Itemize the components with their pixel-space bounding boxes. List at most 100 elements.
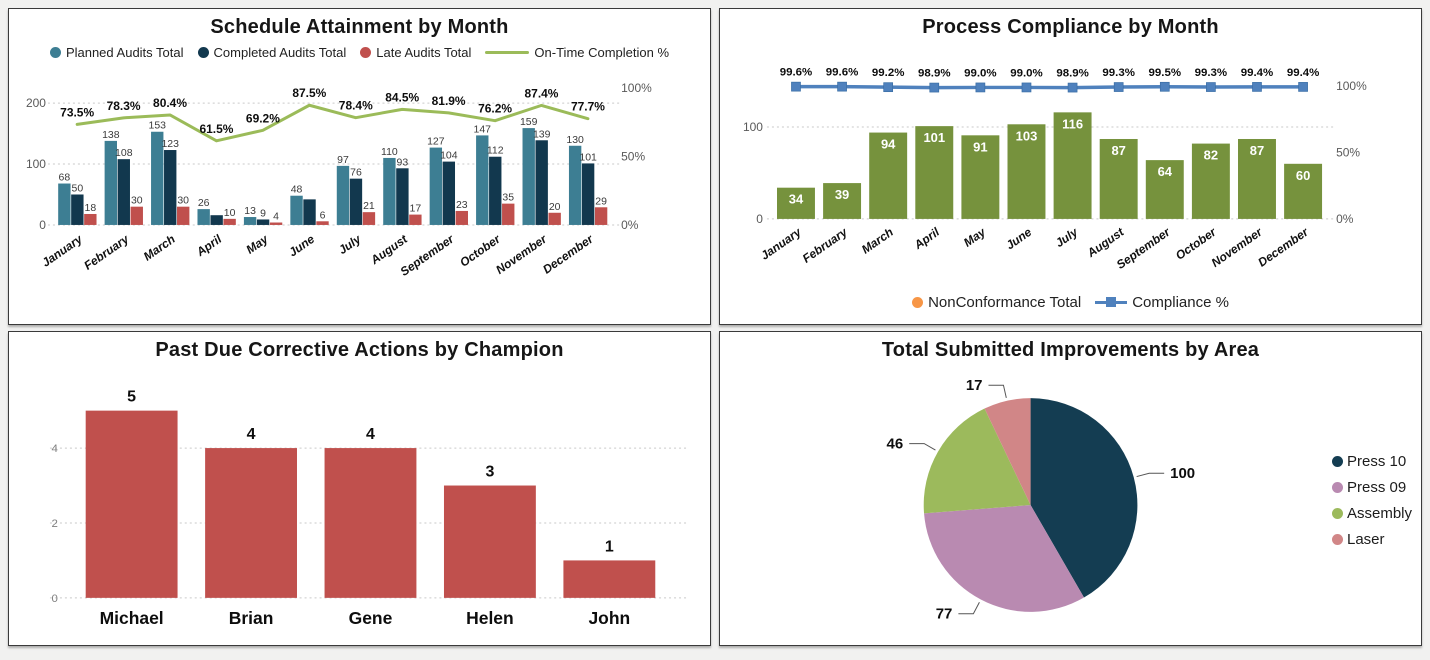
bar[interactable] (915, 126, 954, 219)
line-marker[interactable] (1113, 82, 1124, 92)
line-marker[interactable] (1206, 82, 1216, 92)
bar[interactable] (1191, 143, 1230, 219)
trend-line[interactable] (795, 84, 1304, 90)
bar[interactable] (869, 132, 908, 219)
bar[interactable] (476, 135, 489, 225)
bar[interactable] (290, 195, 303, 225)
bar[interactable] (151, 131, 164, 225)
line-marker[interactable] (1298, 82, 1308, 92)
pie-slice-laser[interactable] (984, 398, 1031, 505)
bar[interactable] (522, 128, 535, 225)
slice-value-label: 77 (936, 606, 953, 623)
bar[interactable] (256, 219, 270, 225)
bar-value-label: 97 (337, 155, 349, 166)
bar[interactable] (58, 183, 71, 225)
bar[interactable] (443, 485, 536, 598)
line-marker[interactable] (791, 81, 801, 92)
legend-label: On-Time Completion % (534, 44, 670, 60)
bar[interactable] (1053, 112, 1092, 219)
line-marker[interactable] (837, 81, 847, 92)
bar[interactable] (324, 448, 417, 598)
category-label: February (81, 231, 132, 273)
pie-slice-assembly[interactable] (923, 408, 1031, 514)
bar-value-label: 1 (605, 538, 614, 555)
bar[interactable] (961, 135, 1000, 219)
bar-value-label: 4 (247, 426, 256, 443)
legend-dot-icon (1332, 482, 1343, 493)
bar[interactable] (548, 212, 561, 225)
legend-item[interactable]: Late Audits Total (360, 45, 471, 60)
bar[interactable] (563, 560, 656, 598)
bar[interactable] (205, 448, 297, 598)
bar[interactable] (1145, 160, 1184, 219)
bar[interactable] (223, 218, 236, 225)
bar[interactable] (581, 163, 595, 225)
legend-item[interactable]: Press 09 (1332, 479, 1412, 496)
bar[interactable] (177, 206, 190, 225)
legend-item[interactable]: NonConformance Total (912, 294, 1081, 311)
bar[interactable] (396, 168, 409, 225)
pie-slice-press-09[interactable] (924, 504, 1084, 612)
bar[interactable] (243, 217, 257, 225)
line-marker[interactable] (1067, 82, 1078, 93)
legend-dot-icon (1332, 508, 1343, 519)
legend-item[interactable]: Assembly (1332, 505, 1412, 522)
bar[interactable] (84, 213, 97, 225)
bar[interactable] (777, 187, 815, 219)
bar[interactable] (1284, 163, 1323, 219)
bar[interactable] (210, 215, 223, 225)
bar[interactable] (117, 159, 130, 225)
bar[interactable] (197, 209, 210, 225)
bar[interactable] (568, 145, 582, 225)
bar[interactable] (130, 206, 143, 225)
bar[interactable] (1099, 138, 1138, 219)
bar[interactable] (336, 165, 350, 225)
legend-item[interactable]: Compliance % (1095, 294, 1229, 311)
bar-value-label: 112 (487, 146, 504, 157)
legend-item[interactable]: Completed Audits Total (197, 45, 346, 60)
bar[interactable] (429, 147, 443, 225)
bar[interactable] (535, 140, 548, 225)
bar[interactable] (383, 157, 396, 225)
legend-item[interactable]: Press 10 (1332, 453, 1412, 470)
bar[interactable] (1007, 124, 1046, 219)
line-marker[interactable] (929, 82, 940, 93)
percent-label: 73.5% (60, 105, 94, 119)
bar[interactable] (362, 212, 376, 225)
bar[interactable] (1238, 138, 1276, 219)
bar-value-label: 159 (520, 117, 538, 128)
bar[interactable] (303, 199, 316, 225)
line-marker[interactable] (1021, 82, 1032, 93)
category-label: May (243, 231, 271, 257)
line-marker[interactable] (1159, 81, 1170, 92)
bar[interactable] (502, 203, 515, 225)
line-marker[interactable] (975, 82, 986, 93)
bar[interactable] (316, 221, 329, 225)
callout-line (1136, 472, 1165, 478)
legend: Press 10 Press 09 Assembly Laser (1332, 453, 1412, 548)
bar-value-label: 35 (502, 193, 514, 204)
axis-tick-label: 0% (621, 218, 639, 232)
bar[interactable] (85, 410, 178, 598)
bar[interactable] (489, 156, 502, 225)
line-marker[interactable] (883, 82, 894, 93)
bar[interactable] (442, 161, 456, 225)
bar[interactable] (455, 210, 468, 225)
bar[interactable] (164, 150, 177, 225)
legend-item[interactable]: Planned Audits Total (49, 45, 184, 60)
bar[interactable] (823, 183, 862, 219)
trend-line[interactable] (75, 103, 590, 143)
legend-item[interactable]: Laser (1332, 531, 1412, 548)
bar[interactable] (71, 194, 84, 225)
bar-value-label: 10 (224, 208, 236, 219)
bar-value-label: 103 (1016, 128, 1038, 143)
pie-slice-press-10[interactable] (1030, 398, 1138, 598)
line-marker[interactable] (1252, 82, 1262, 92)
bar[interactable] (104, 140, 117, 225)
legend-item[interactable]: On-Time Completion % (485, 45, 669, 60)
bar[interactable] (594, 207, 608, 225)
bar[interactable] (409, 214, 422, 225)
slice-value-label: 17 (966, 377, 983, 394)
bar[interactable] (269, 222, 283, 225)
bar[interactable] (349, 178, 363, 225)
